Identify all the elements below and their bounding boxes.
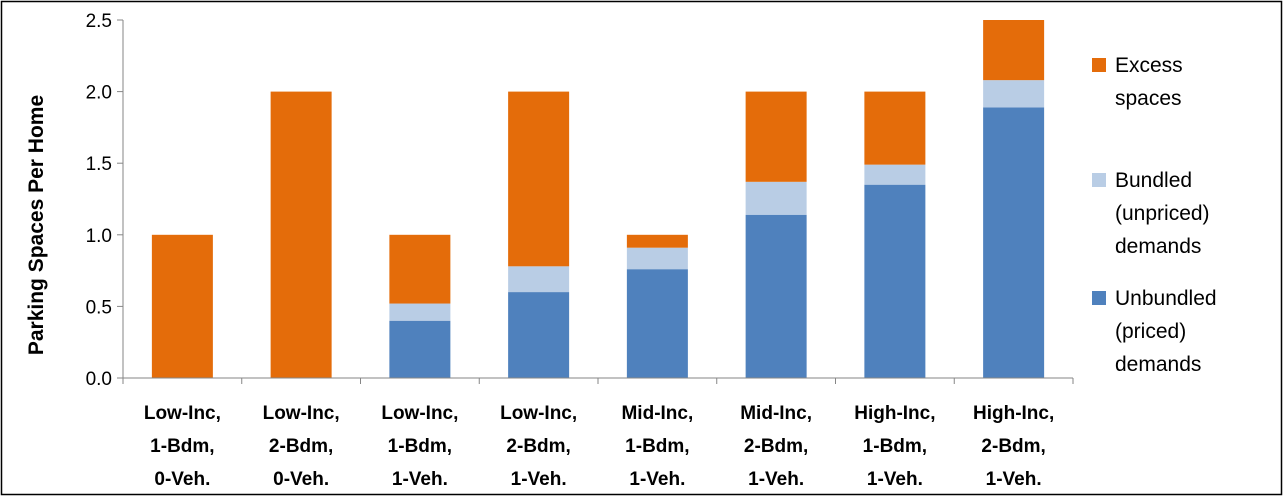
bar-segment-excess (745, 91, 807, 182)
x-tick-label: 1-Bdm, (150, 436, 214, 457)
x-tick-label: 0-Veh. (273, 469, 329, 490)
x-tick-label: Low-Inc, (144, 403, 221, 424)
legend-label: (priced) (1115, 320, 1186, 343)
bar-segment-excess (270, 91, 332, 378)
bar-segment-unbundled (983, 107, 1045, 379)
y-tick-label: 1.0 (86, 226, 112, 247)
x-tick-label: 1-Bdm, (388, 436, 452, 457)
y-axis-label: Parking Spaces Per Home (25, 95, 48, 355)
legend-swatch (1092, 173, 1106, 187)
legend-label: demands (1115, 235, 1201, 258)
bar-segment-excess (983, 20, 1045, 81)
x-tick-label: 1-Bdm, (863, 436, 927, 457)
x-tick-label: 1-Veh. (392, 469, 448, 490)
bar-segment-unbundled (745, 214, 807, 378)
legend-label: (unpriced) (1115, 202, 1210, 225)
x-axis: Low-Inc, 1-Bdm, 0-Veh. Low-Inc, 2-Bdm, 0-Veh.… (122, 377, 1074, 490)
bar-segment-excess (389, 234, 451, 304)
x-tick-label: 2-Bdm, (981, 436, 1045, 457)
bar-segment-bundled (508, 266, 570, 293)
x-tick-label: Mid-Inc, (740, 403, 812, 424)
legend-label: Bundled (1115, 169, 1192, 192)
bar-segment-bundled (864, 164, 926, 185)
y-tick-label: 0.0 (86, 369, 112, 390)
x-tick-label: 0-Veh. (154, 469, 210, 490)
x-tick-label: 1-Bdm, (625, 436, 689, 457)
bar-segment-bundled (983, 80, 1045, 108)
legend-swatch (1092, 291, 1106, 305)
bars (151, 20, 1045, 379)
y-tick-label: 2.0 (86, 83, 112, 104)
x-tick-label: 1-Veh. (629, 469, 685, 490)
x-tick-label: High-Inc, (854, 403, 935, 424)
x-tick-label: 1-Veh. (511, 469, 567, 490)
bar-segment-excess (508, 91, 570, 267)
legend: Excess spaces Bundled (unpriced) demands Unbu… (1092, 54, 1217, 376)
bar-segment-bundled (745, 181, 807, 215)
bar-segment-unbundled (508, 292, 570, 378)
bar-segment-excess (864, 91, 926, 165)
bar-segment-bundled (626, 247, 688, 270)
legend-swatch (1092, 58, 1106, 72)
x-tick-label: 2-Bdm, (744, 436, 808, 457)
x-tick-label: Mid-Inc, (621, 403, 693, 424)
bar-segment-unbundled (626, 269, 688, 378)
x-tick-label: 1-Veh. (986, 469, 1042, 490)
bar-segment-excess (151, 234, 213, 378)
legend-label: demands (1115, 353, 1201, 376)
x-tick-label: 1-Veh. (748, 469, 804, 490)
x-tick-label: 2-Bdm, (506, 436, 570, 457)
bar-segment-unbundled (864, 184, 926, 378)
bar-segment-unbundled (389, 320, 451, 378)
y-tick-label: 0.5 (86, 297, 112, 318)
x-tick-label: High-Inc, (973, 403, 1054, 424)
x-tick-label: 2-Bdm, (269, 436, 333, 457)
legend-label: Excess (1115, 54, 1183, 77)
x-tick-label: Low-Inc, (263, 403, 340, 424)
x-tick-label: 1-Veh. (867, 469, 923, 490)
legend-label: Unbundled (1115, 287, 1217, 310)
bar-segment-excess (626, 234, 688, 248)
x-tick-label: Low-Inc, (500, 403, 577, 424)
y-axis: 0.0 0.5 1.0 1.5 2.0 2.5 (86, 11, 124, 390)
y-tick-label: 2.5 (86, 11, 112, 32)
legend-label: spaces (1115, 87, 1182, 110)
bar-segment-bundled (389, 303, 451, 321)
y-tick-label: 1.5 (86, 154, 112, 175)
x-tick-label: Low-Inc, (381, 403, 458, 424)
